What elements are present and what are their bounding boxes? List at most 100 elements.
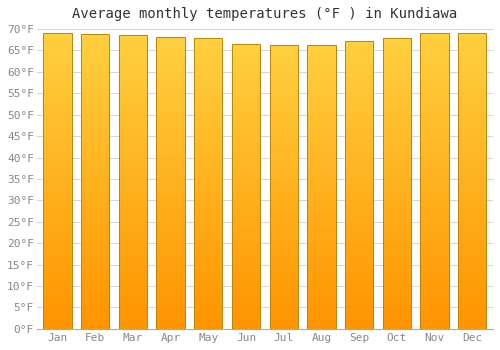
Bar [458,33,486,329]
Bar [81,260,110,265]
Bar [194,131,222,135]
Bar [345,257,374,262]
Bar [194,261,222,266]
Bar [194,300,222,305]
Bar [382,246,411,251]
Bar [81,275,110,280]
Bar [44,309,72,314]
Bar [270,239,298,244]
Bar [345,108,374,113]
Bar [308,149,336,154]
Bar [81,314,110,319]
Bar [81,186,110,191]
Bar [81,206,110,211]
Bar [232,215,260,220]
Bar [382,174,411,178]
Bar [458,250,486,255]
Bar [118,236,147,241]
Bar [118,241,147,246]
Bar [194,304,222,309]
Bar [194,189,222,193]
Bar [232,173,260,177]
Bar [345,65,374,70]
Bar [194,87,222,92]
Bar [44,52,72,58]
Bar [270,83,298,88]
Bar [194,155,222,160]
Bar [308,315,336,320]
Bar [345,262,374,267]
Bar [44,112,72,117]
Bar [382,217,411,222]
Bar [420,265,448,270]
Bar [382,130,411,135]
Bar [194,280,222,285]
Bar [194,77,222,82]
Bar [156,188,184,193]
Bar [118,133,147,138]
Bar [382,314,411,319]
Bar [194,314,222,319]
Bar [458,127,486,132]
Bar [458,176,486,181]
Bar [44,191,72,196]
Bar [458,309,486,314]
Bar [270,277,298,282]
Bar [308,230,336,234]
Bar [270,92,298,97]
Bar [270,211,298,216]
Bar [420,62,448,68]
Bar [270,272,298,277]
Bar [81,117,110,122]
Bar [194,63,222,68]
Bar [156,266,184,271]
Bar [270,111,298,116]
Bar [156,290,184,295]
Bar [345,319,374,324]
Bar [118,94,147,99]
Bar [270,64,298,69]
Bar [44,57,72,63]
Bar [382,62,411,67]
Bar [232,281,260,286]
Bar [81,34,110,329]
Bar [156,217,184,222]
Bar [382,266,411,271]
Bar [308,239,336,244]
Bar [194,266,222,271]
Bar [345,89,374,94]
Bar [270,324,298,329]
Bar [194,309,222,314]
Bar [118,99,147,104]
Bar [270,74,298,78]
Bar [81,172,110,176]
Bar [308,106,336,111]
Bar [44,294,72,299]
Bar [458,38,486,43]
Bar [194,116,222,121]
Bar [232,272,260,277]
Bar [382,319,411,324]
Bar [458,142,486,147]
Bar [232,78,260,82]
Bar [382,37,411,42]
Bar [382,275,411,280]
Bar [420,156,448,161]
Bar [118,202,147,206]
Bar [194,227,222,232]
Bar [270,220,298,225]
Bar [420,68,448,72]
Bar [44,304,72,309]
Bar [458,73,486,78]
Bar [232,87,260,92]
Bar [308,225,336,230]
Bar [81,294,110,299]
Bar [382,101,411,106]
Bar [118,143,147,148]
Bar [382,271,411,275]
Bar [81,236,110,240]
Bar [382,145,411,149]
Bar [420,270,448,275]
Bar [345,51,374,56]
Bar [270,121,298,126]
